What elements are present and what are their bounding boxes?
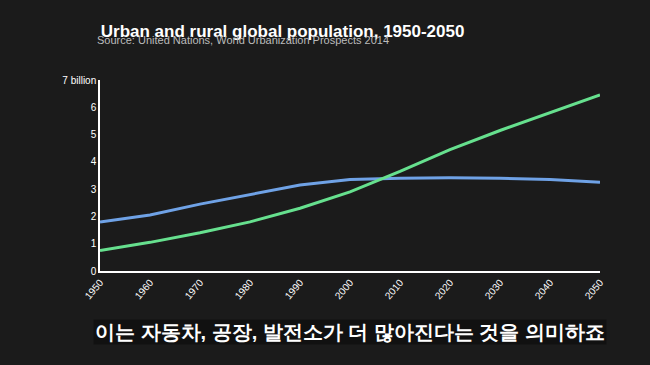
svg-text:1970: 1970 xyxy=(183,277,206,301)
svg-text:2050: 2050 xyxy=(583,277,606,301)
svg-text:이는 자동차, 공장, 발전소가 더 많아진다는 것을 의미: 이는 자동차, 공장, 발전소가 더 많아진다는 것을 의미하죠 xyxy=(95,321,605,343)
svg-text:1950: 1950 xyxy=(83,277,106,301)
svg-text:2010: 2010 xyxy=(383,277,406,301)
svg-text:2020: 2020 xyxy=(433,277,456,301)
svg-text:1990: 1990 xyxy=(283,277,306,301)
svg-text:2: 2 xyxy=(91,211,97,222)
svg-text:4: 4 xyxy=(91,156,97,167)
svg-text:2030: 2030 xyxy=(483,277,506,301)
svg-text:7 billion: 7 billion xyxy=(62,75,96,86)
svg-text:0: 0 xyxy=(91,266,97,277)
svg-text:6: 6 xyxy=(91,102,97,113)
svg-text:1960: 1960 xyxy=(133,277,156,301)
svg-text:5: 5 xyxy=(91,129,97,140)
svg-text:1: 1 xyxy=(91,238,97,249)
svg-text:Urban and rural global populat: Urban and rural global population, 1950-… xyxy=(101,22,465,41)
svg-text:Source: United Nations, World: Source: United Nations, World Urbanizati… xyxy=(97,34,389,46)
svg-text:3: 3 xyxy=(91,184,97,195)
svg-text:2040: 2040 xyxy=(533,277,556,301)
svg-text:1980: 1980 xyxy=(233,277,256,301)
svg-text:2000: 2000 xyxy=(333,277,356,301)
